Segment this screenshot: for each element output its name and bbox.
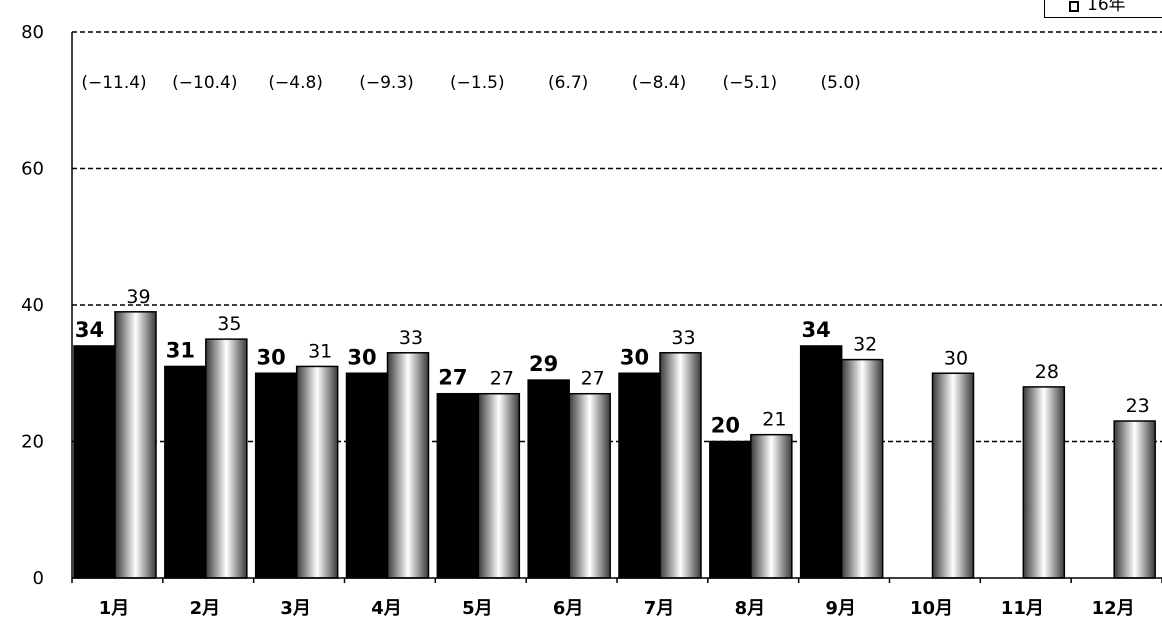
bar-current-year: [73, 345, 116, 579]
value-label-16: 27: [581, 368, 605, 390]
value-label-16: 32: [853, 334, 877, 356]
value-label-current: 30: [620, 345, 649, 369]
x-tick-label: 6月: [553, 598, 584, 619]
x-tick-label: 10月: [910, 598, 953, 619]
x-tick-label: 7月: [644, 598, 675, 619]
value-label-current: 30: [257, 345, 286, 369]
x-tick-label: 5月: [462, 598, 493, 619]
legend-label-16: 16年: [1087, 0, 1126, 15]
value-label-16: 21: [762, 409, 786, 431]
change-label: (−11.4): [81, 73, 146, 93]
bars: [73, 311, 1156, 579]
change-label: (−8.4): [632, 73, 687, 93]
value-label-current: 27: [438, 366, 467, 390]
bar-16-year: [931, 372, 975, 579]
change-label: (−1.5): [450, 73, 505, 93]
value-label-current: 34: [802, 318, 831, 342]
x-tick-label: 8月: [735, 598, 766, 619]
x-tick-label: 11月: [1001, 598, 1044, 619]
change-label: (−5.1): [723, 73, 778, 93]
bar-16-year: [114, 311, 157, 579]
bar-16-year: [750, 433, 793, 579]
y-tick-label: 80: [21, 22, 44, 43]
y-tick-label: 40: [21, 295, 44, 316]
value-labels: 34 39 (−11.4) 31 35 (−10.4) 30 31 (−4.8) 30 33 (−9.…: [75, 73, 1150, 438]
bar-16-year: [659, 352, 702, 579]
bar-16-year: [1022, 386, 1066, 579]
x-tick-label: 4月: [371, 598, 402, 619]
bar-16-year: [205, 338, 248, 579]
value-label-current: 20: [711, 414, 740, 438]
value-label-current: 29: [529, 352, 558, 376]
x-tick-label: 9月: [825, 598, 856, 619]
bar-16-year: [568, 392, 611, 579]
x-tick-label: 1月: [99, 598, 130, 619]
value-label-current: 31: [166, 338, 195, 362]
bar-current-year: [709, 440, 752, 579]
value-label-16: 28: [1035, 361, 1059, 383]
change-label: (−10.4): [172, 73, 237, 93]
y-tick-label: 60: [21, 159, 44, 180]
bar-current-year: [164, 365, 207, 579]
change-label: (5.0): [821, 73, 861, 93]
change-label: (6.7): [548, 73, 588, 93]
bar-16-year: [295, 365, 339, 579]
value-label-current: 30: [347, 345, 376, 369]
value-label-16: 39: [126, 286, 150, 308]
bar-16-year: [477, 392, 521, 579]
axes: 0 20 40 60 80 1月 2月 3月 4月 5月 6月 7月 8月 9月 10月 11月 12月: [21, 22, 1162, 619]
bar-current-year: [436, 392, 480, 579]
value-label-16: 31: [308, 340, 332, 362]
x-tick-label: 2月: [190, 598, 221, 619]
x-tick-label: 12月: [1092, 598, 1135, 619]
bar-16-year: [386, 352, 430, 579]
bar-current-year: [618, 372, 661, 579]
bar-16-year: [1113, 420, 1156, 579]
bar-current-year: [345, 372, 389, 579]
value-label-16: 30: [944, 347, 968, 369]
y-tick-label: 0: [33, 568, 44, 589]
bar-16-year: [840, 358, 884, 579]
bar-current-year: [527, 379, 570, 579]
y-tick-label: 20: [21, 432, 44, 453]
value-label-16: 33: [399, 327, 423, 349]
value-label-16: 35: [217, 313, 241, 335]
change-label: (−9.3): [359, 73, 414, 93]
bar-current-year: [799, 345, 843, 579]
legend: 16年: [1044, 0, 1162, 18]
gridlines: [72, 31, 1162, 443]
value-label-current: 34: [75, 318, 104, 342]
legend-swatch-16: [1069, 1, 1079, 12]
value-label-16: 33: [671, 327, 695, 349]
change-label: (−4.8): [268, 73, 323, 93]
value-label-16: 23: [1126, 395, 1150, 417]
x-tick-label: 3月: [280, 598, 311, 619]
value-label-16: 27: [490, 368, 514, 390]
bar-current-year: [254, 372, 298, 579]
